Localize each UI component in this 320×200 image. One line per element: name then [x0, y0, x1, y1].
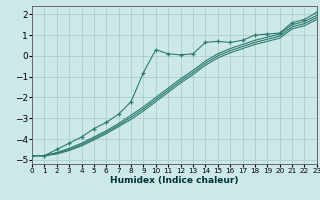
X-axis label: Humidex (Indice chaleur): Humidex (Indice chaleur): [110, 176, 239, 185]
